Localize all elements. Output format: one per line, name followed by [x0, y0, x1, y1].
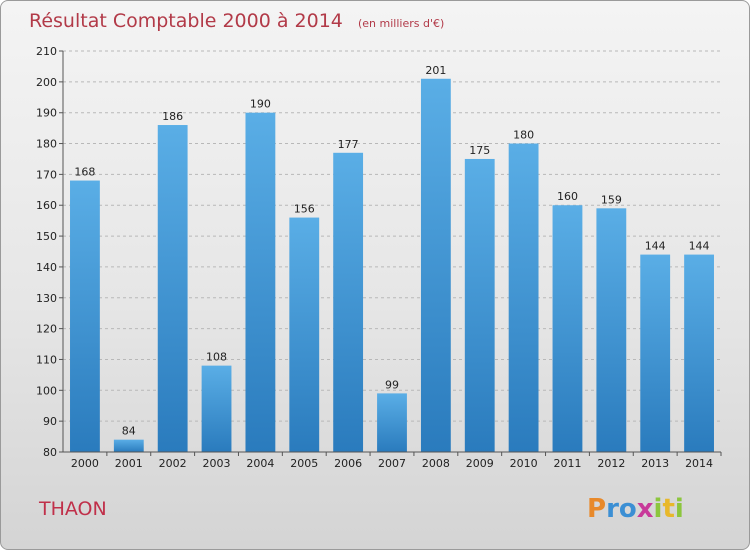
value-label-2011: 160: [557, 190, 578, 203]
x-tick-label-2013: 2013: [641, 457, 669, 470]
chart-title: Résultat Comptable 2000 à 2014 (en milli…: [29, 10, 444, 32]
logo-letter: o: [619, 494, 637, 524]
x-tick-label-2001: 2001: [115, 457, 143, 470]
value-label-2010: 180: [513, 129, 534, 142]
bar-2004: [245, 112, 276, 452]
bar-2007: [377, 393, 407, 452]
axis-layer: 8090100110120130140150160170180190200210…: [36, 45, 722, 470]
y-tick-label: 180: [36, 138, 57, 151]
value-label-2007: 99: [385, 378, 399, 391]
value-label-2002: 186: [162, 110, 183, 123]
x-tick-label-2008: 2008: [422, 457, 450, 470]
x-tick-label-2003: 2003: [203, 457, 231, 470]
bar-2001: [113, 439, 144, 452]
x-tick-label-2004: 2004: [246, 457, 274, 470]
logo-letter: i: [654, 494, 663, 524]
y-tick-label: 140: [36, 261, 57, 274]
bar-2011: [552, 205, 583, 452]
x-tick-label-2014: 2014: [685, 457, 713, 470]
value-label-2009: 175: [469, 144, 490, 157]
bar-2010: [508, 143, 539, 453]
x-tick-label-2005: 2005: [290, 457, 318, 470]
bar-2002: [157, 125, 188, 453]
y-tick-label: 150: [36, 230, 57, 243]
x-tick-label-2009: 2009: [466, 457, 494, 470]
y-tick-label: 170: [36, 168, 57, 181]
chart-title-text: Résultat Comptable 2000 à 2014: [29, 10, 343, 32]
bar-2003: [201, 365, 232, 452]
value-label-2003: 108: [206, 351, 227, 364]
logo-letter: r: [606, 494, 619, 524]
logo-letter: x: [637, 494, 654, 524]
x-tick-label-2006: 2006: [334, 457, 362, 470]
x-tick-label-2000: 2000: [71, 457, 99, 470]
logo-letter: i: [675, 494, 684, 524]
y-tick-label: 210: [36, 45, 57, 58]
x-tick-label-2011: 2011: [553, 457, 581, 470]
logo-letter: t: [662, 494, 674, 524]
value-label-2013: 144: [645, 240, 666, 253]
bar-2013: [640, 254, 671, 452]
bar-2009: [464, 158, 495, 452]
x-tick-label-2012: 2012: [597, 457, 625, 470]
bar-2006: [333, 152, 364, 453]
chart-subtitle: (en milliers d'€): [358, 17, 444, 30]
bar-2000: [70, 180, 100, 453]
value-label-2001: 84: [122, 425, 136, 438]
value-label-2006: 177: [338, 138, 359, 151]
bar-2008: [420, 78, 451, 452]
bar-2014: [684, 254, 714, 452]
y-tick-label: 100: [36, 384, 57, 397]
value-label-2012: 159: [601, 193, 622, 206]
logo-letter: P: [587, 494, 606, 524]
value-label-2000: 168: [74, 166, 95, 179]
y-tick-label: 110: [36, 353, 57, 366]
y-tick-label: 200: [36, 76, 57, 89]
x-tick-label-2010: 2010: [510, 457, 538, 470]
x-tick-label-2007: 2007: [378, 457, 406, 470]
y-tick-label: 80: [43, 446, 57, 459]
y-tick-label: 190: [36, 107, 57, 120]
x-tick-label-2002: 2002: [159, 457, 187, 470]
value-label-2008: 201: [425, 64, 446, 77]
bar-2012: [596, 208, 627, 452]
bar-2005: [289, 217, 320, 452]
y-tick-label: 160: [36, 199, 57, 212]
y-tick-label: 120: [36, 323, 57, 336]
y-tick-label: 90: [43, 415, 57, 428]
bar-layer: 168 84 186 108 190 156 177 99 201 175 180 160 159 144…: [70, 64, 714, 453]
value-label-2005: 156: [294, 203, 315, 216]
value-label-2014: 144: [689, 240, 710, 253]
value-label-2004: 190: [250, 98, 271, 111]
city-name: THAON: [38, 498, 107, 520]
proxiti-logo: Proxiti: [587, 494, 684, 524]
y-tick-label: 130: [36, 292, 57, 305]
